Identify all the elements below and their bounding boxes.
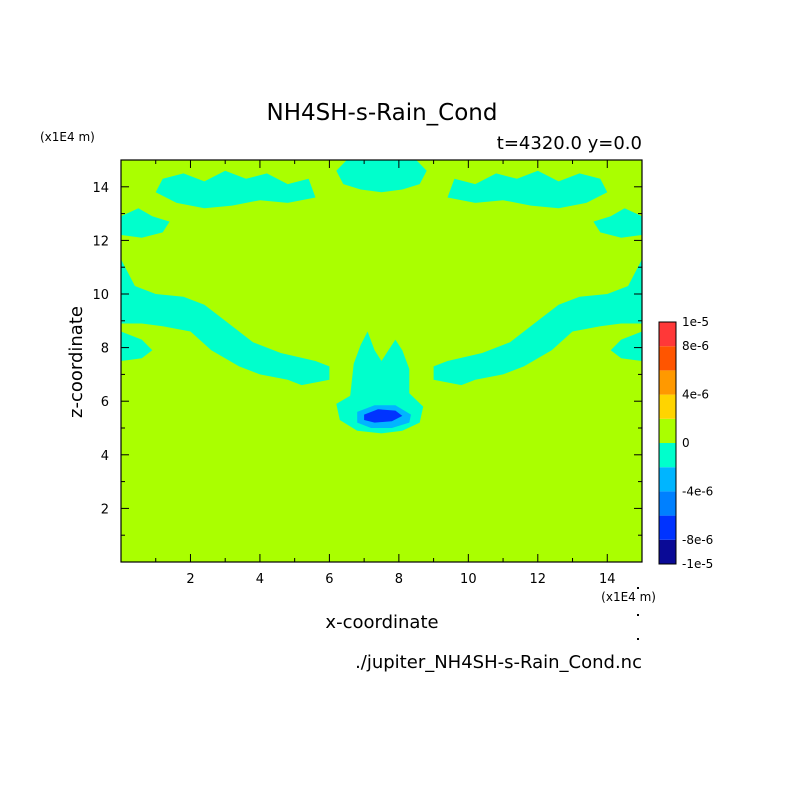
colorbar-swatch [659, 443, 676, 468]
colorbar: 1e-5 8e-6 4e-6 0 -4e-6 -8e-6 -1e-5 [658, 315, 713, 571]
colorbar-label: 8e-6 [682, 339, 709, 353]
y-axis-ticks: 2 4 6 8 10 12 14 [92, 181, 642, 536]
contour-region [593, 208, 642, 238]
contour-region [447, 170, 608, 209]
plot-area [120, 159, 643, 563]
colorbar-swatch [659, 346, 676, 371]
y-axis-label: z-coordinate [66, 306, 87, 418]
colorbar-label: 1e-5 [682, 315, 709, 329]
colorbar-label: 0 [682, 436, 690, 450]
contour-region [336, 160, 427, 193]
y-tick-label: 10 [92, 288, 109, 303]
colorbar-label: -8e-6 [682, 533, 713, 547]
contour-region [364, 409, 403, 423]
colorbar-swatch [659, 491, 676, 516]
x-tick-label: 8 [395, 572, 403, 587]
contour-region [336, 331, 424, 434]
contour-region [121, 208, 170, 238]
colorbar-swatch [659, 539, 676, 564]
source-filename: ./jupiter_NH4SH-s-Rain_Cond.nc [355, 652, 642, 673]
dot-mark [637, 614, 639, 616]
contour-region [610, 331, 642, 361]
dot-mark [637, 638, 639, 640]
colorbar-label: -4e-6 [682, 484, 713, 498]
contour-region [121, 259, 330, 386]
colorbar-label: 4e-6 [682, 388, 709, 402]
chart-title: NH4SH-s-Rain_Cond [267, 100, 498, 126]
x-tick-label: 6 [325, 572, 333, 587]
margin-dots [637, 587, 639, 640]
x-tick-label: 12 [530, 572, 547, 587]
x-tick-label: 4 [256, 572, 264, 587]
colorbar-swatch [659, 370, 676, 395]
y-unit-label: (x1E4 m) [40, 130, 95, 144]
chart-subtitle: t=4320.0 y=0.0 [497, 133, 642, 154]
colorbar-swatch [659, 394, 676, 419]
x-tick-label: 10 [460, 572, 477, 587]
x-axis-ticks: 2 4 6 8 10 12 14 [155, 160, 616, 587]
contour-region [121, 331, 153, 361]
x-tick-label: 2 [186, 572, 194, 587]
colorbar-label: -1e-5 [682, 557, 713, 571]
contour-region [433, 259, 642, 386]
x-unit-label: (x1E4 m) [601, 590, 656, 604]
dot-mark [637, 587, 639, 589]
plot-frame [120, 159, 643, 563]
x-axis-label: x-coordinate [325, 612, 438, 633]
y-tick-label: 2 [101, 502, 109, 517]
colorbar-swatch [659, 322, 676, 347]
y-tick-label: 14 [92, 181, 109, 196]
y-tick-label: 8 [101, 342, 109, 357]
colorbar-frame [658, 321, 677, 565]
colorbar-swatch [659, 418, 676, 443]
colorbar-swatch [659, 515, 676, 540]
contour-region [155, 170, 316, 209]
colorbar-swatch [659, 467, 676, 492]
y-tick-label: 4 [101, 449, 109, 464]
x-tick-label: 14 [599, 572, 616, 587]
y-tick-label: 12 [92, 234, 109, 249]
y-tick-label: 6 [101, 395, 109, 410]
